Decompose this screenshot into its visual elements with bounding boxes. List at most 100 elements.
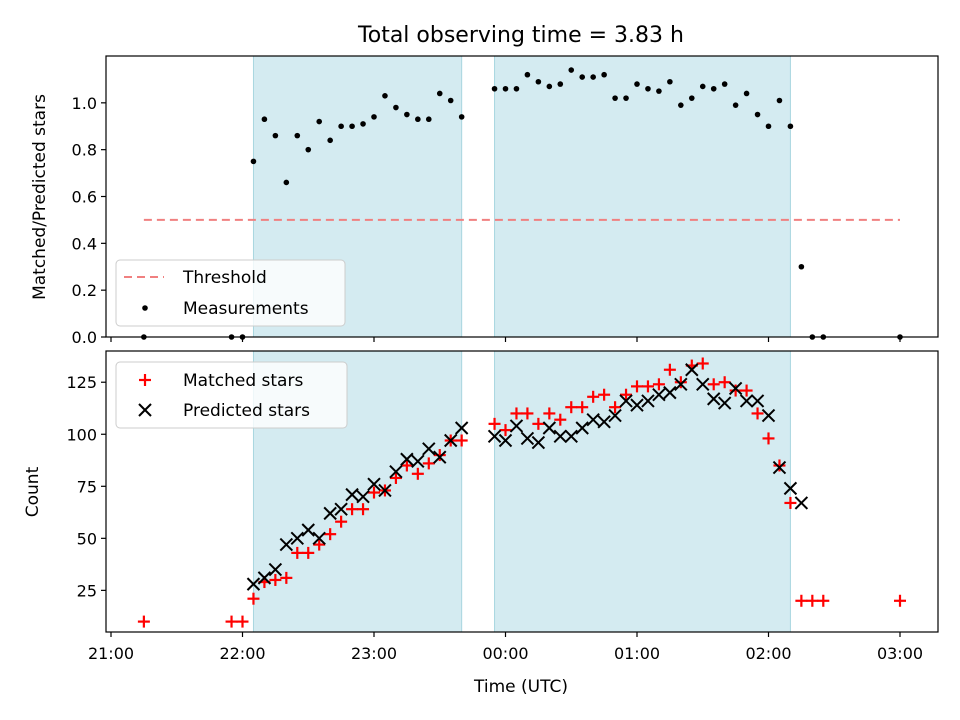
measurement-point [623,95,629,101]
predicted-star-point [564,429,578,444]
measurement-point [502,85,509,92]
predicted-star-point [301,523,315,537]
matched-star-point [247,592,260,605]
y-tick-label: 50 [77,529,97,548]
predicted-star-point [509,419,524,433]
predicted-star-point [739,394,754,408]
matched-star-point [762,432,775,445]
measurement-point [360,121,366,127]
measurement-point [710,85,717,92]
predicted-star-point [498,433,513,448]
predicted-star-point [531,435,546,450]
measurement-point [557,81,564,87]
measurement-point [513,85,520,92]
matched-star-point [532,417,545,430]
ratio-panel: 0.0 0.2 0.4 0.6 0.8 1.0 Matched/Predicted sta… [30,55,939,347]
measurement-point [787,123,794,130]
legend-measurements-swatch [142,305,148,311]
matched-star-point [598,388,611,401]
matched-star-point [784,496,797,509]
x-axis-label: Time (UTC) [473,677,568,697]
matched-star-point [894,594,906,607]
legend-threshold-label: Threshold [182,268,267,288]
matched-star-point [817,594,830,607]
matched-star-point [433,449,446,462]
predicted-star-point [586,412,600,427]
measurement-point [535,78,542,85]
y-tick-label: 0.2 [72,281,97,300]
matched-star-point [225,615,238,628]
ratio-legend: Threshold Measurements [115,259,346,327]
measurement-point [754,111,761,118]
count-legend: Matched stars Predicted stars [115,361,348,429]
measurement-point [765,123,772,130]
matched-star-point [707,378,720,391]
ratio-y-axis-label: Matched/Predicted stars [30,94,50,300]
measurement-point [382,93,388,99]
predicted-star-point [794,496,809,510]
predicted-star-point [367,477,381,491]
matched-star-point [740,384,753,397]
measurement-point [612,95,618,101]
predicted-star-point [411,454,425,469]
matched-star-point [521,407,534,420]
y-tick-label: 0.4 [72,234,97,253]
ratio-y-ticks: 0.0 0.2 0.4 0.6 0.8 1.0 [72,94,106,347]
x-tick-label: 01:00 [614,644,660,663]
matched-star-point [368,486,380,499]
matched-star-point [302,546,315,559]
count-axes-frame [105,350,939,633]
measurement-point [732,102,739,108]
x-tick-label: 00:00 [482,644,528,663]
observing-window-2 [494,350,791,633]
measurement-point [656,88,662,94]
predicted-star-point [345,487,359,502]
measurement-point [404,111,410,118]
predicted-star-point [268,562,283,577]
predicted-star-point [685,363,699,377]
y-tick-label: 25 [77,581,97,600]
measurement-point [349,123,355,130]
y-tick-label: 1.0 [72,94,97,113]
predicted-star-point [444,433,458,448]
predicted-star-point [520,431,535,446]
predicted-star-point [641,394,655,408]
predicted-star-point [290,531,304,546]
predicted-star-point [619,394,633,408]
measurement-point [436,90,443,97]
measurement-point [601,71,607,78]
matched-star-point [346,503,359,516]
y-tick-label: 125 [66,373,97,392]
measurement-point [776,97,783,104]
matched-star-point [554,413,567,426]
matched-star-point [488,417,501,430]
measurement-point [590,74,596,80]
measurement-point [634,81,640,87]
chart-title: Total observing time = 3.83 h [357,23,684,48]
matched-star-point [313,538,326,551]
matched-star-point [729,384,742,397]
predicted-star-point [246,577,261,591]
measurement-point [568,67,575,73]
count-y-ticks: 25 50 75 100 125 [66,373,106,600]
matched-star-point [389,471,402,484]
predicted-star-point [389,465,403,479]
legend-matched-label: Matched stars [183,371,303,391]
measurement-point [458,114,465,120]
measurement-point [678,102,684,108]
y-tick-label: 0.6 [72,188,97,207]
predicted-star-point [783,481,798,496]
matched-star-point [631,380,643,393]
predicted-star-point [597,415,611,429]
measurement-point [579,74,586,80]
predicted-star-point [334,502,348,516]
observing-window-2 [494,55,791,338]
measurement-point [491,85,498,92]
predicted-star-point [323,506,337,521]
legend-predicted-label: Predicted stars [183,401,310,421]
predicted-star-point [279,537,294,552]
predicted-star-point [378,483,392,498]
predicted-star-point [707,392,721,406]
predicted-star-point [433,450,447,464]
predicted-star-point [422,442,436,456]
